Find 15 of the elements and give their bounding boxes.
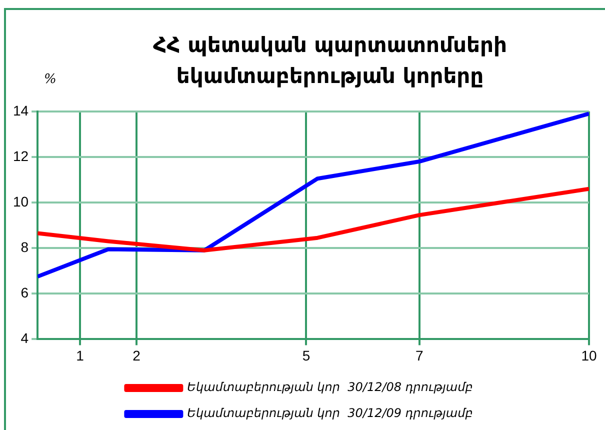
y-tick-label: 10	[12, 193, 29, 210]
y-tick-label: 14	[12, 102, 29, 118]
x-tick-label: 2	[132, 347, 141, 364]
legend-label: Եկամտաբերության կոր 30/12/08 դրությամբ	[187, 380, 473, 394]
y-tick-label: 6	[20, 284, 29, 300]
x-tick-label: 7	[415, 347, 424, 364]
y-tick-label: 12	[12, 148, 29, 164]
y-tick-label: 8	[20, 238, 29, 255]
legend-label: Եկամտաբերության կոր 30/12/09 դրությամբ	[187, 406, 473, 420]
y-axis-title: %	[44, 72, 56, 87]
chart-title: ՀՀ պետական պարտատոմսերի եկամտաբերության կորերը	[152, 32, 508, 90]
x-tick-label: 10	[581, 347, 597, 364]
x-tick-label: 5	[302, 347, 310, 364]
y-tick-label: 4	[20, 330, 29, 346]
x-tick-label: 1	[76, 347, 84, 364]
